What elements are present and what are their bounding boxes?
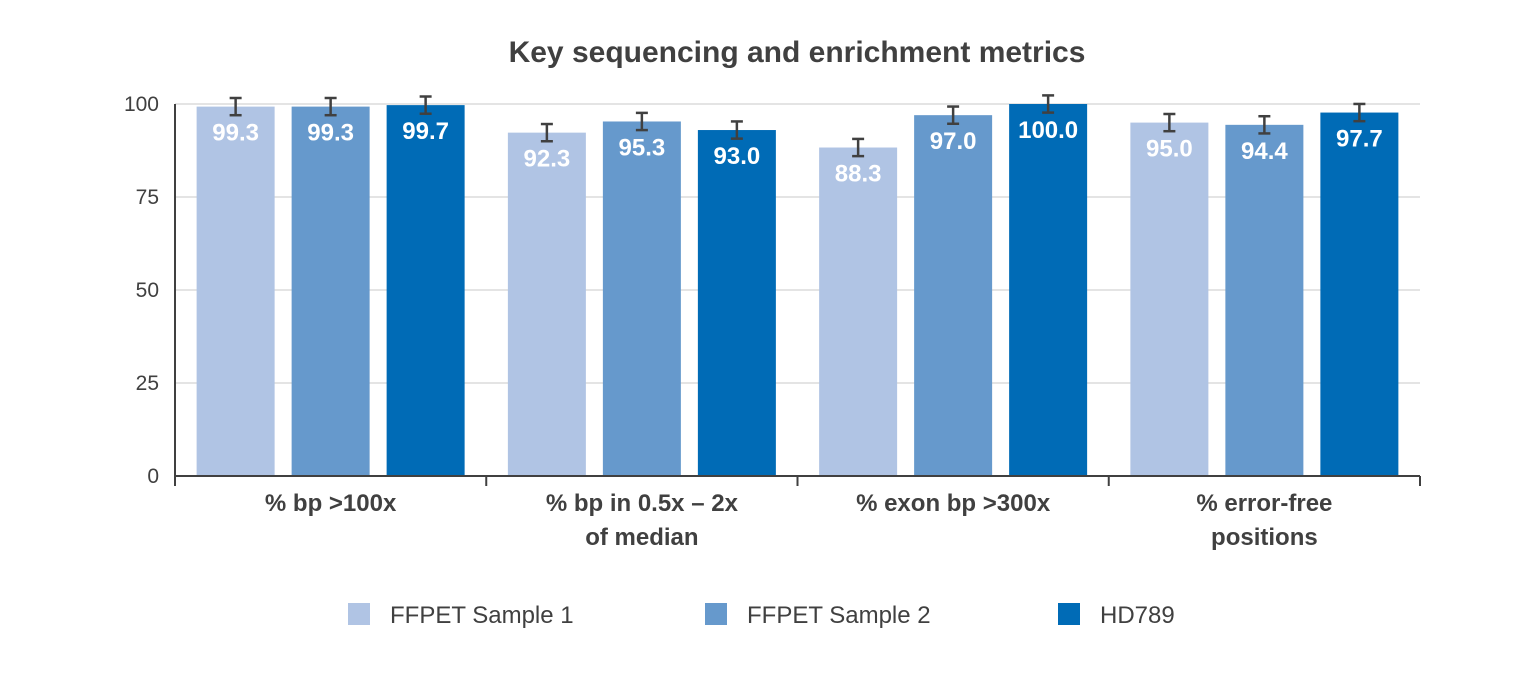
y-tick-label: 100 [124, 93, 159, 116]
gridlines [175, 103, 1420, 384]
y-tick-label: 75 [136, 186, 159, 209]
error-bar [324, 96, 337, 117]
data-label: 99.7 [402, 118, 449, 145]
y-tick-label: 25 [136, 372, 159, 395]
legend-swatch [1058, 603, 1080, 625]
data-label: 88.3 [835, 161, 882, 188]
x-tick-label: % bp >100x [265, 490, 397, 517]
error-bar [1163, 112, 1176, 133]
bar [602, 121, 681, 476]
error-bar [730, 120, 743, 140]
x-tick-label: % bp in 0.5x – 2x [546, 490, 739, 517]
data-label: 92.3 [524, 146, 571, 173]
legend-label: FFPET Sample 2 [747, 602, 931, 629]
bar [819, 147, 898, 477]
legend-swatch [348, 603, 370, 625]
bar [1320, 112, 1399, 476]
error-bar [540, 122, 553, 143]
data-label: 94.4 [1241, 138, 1288, 165]
error-bar [947, 105, 960, 126]
bar [1130, 122, 1209, 476]
legend-label: FFPET Sample 1 [390, 602, 574, 629]
data-label: 100.0 [1018, 117, 1078, 144]
bar [1009, 104, 1088, 476]
error-bar [229, 96, 242, 117]
legend-item: FFPET Sample 1 [348, 602, 574, 629]
y-tick-label: 0 [147, 465, 159, 488]
legend-label: HD789 [1100, 602, 1175, 629]
data-label: 99.3 [212, 120, 259, 147]
bar [386, 105, 465, 476]
data-label: 97.0 [930, 128, 977, 155]
data-label: 95.3 [619, 134, 666, 161]
bar [1225, 124, 1304, 476]
error-bar [1042, 94, 1055, 114]
error-bar [1258, 114, 1271, 135]
data-label: 95.0 [1146, 136, 1193, 163]
legend-item: HD789 [1058, 602, 1175, 629]
x-tick-label: positions [1211, 524, 1318, 551]
bar [507, 132, 586, 477]
data-label: 99.3 [307, 120, 354, 147]
x-tick-label: % error-free [1196, 490, 1332, 517]
chart-title: Key sequencing and enrichment metrics [509, 36, 1086, 69]
bar [697, 130, 776, 477]
bar [196, 106, 275, 476]
axes: 0 25 50 75 100 % bp >100x % bp in 0.5x – 2x of … [124, 93, 1421, 551]
x-tick-label: of median [585, 524, 698, 551]
bars: 99.3 99.3 99.7 92.3 95.3 93.0 88.3 97.0 100.0 95.… [196, 94, 1399, 477]
legend-item: FFPET Sample 2 [705, 602, 931, 629]
data-label: 97.7 [1336, 126, 1383, 153]
bar [291, 106, 370, 476]
y-tick-label: 50 [136, 279, 159, 302]
x-tick-label: % exon bp >300x [856, 490, 1051, 517]
error-bar [1353, 102, 1366, 123]
data-label: 93.0 [714, 143, 761, 170]
bar [914, 115, 993, 476]
legend: FFPET Sample 1 FFPET Sample 2 HD789 [348, 602, 1175, 629]
error-bar [852, 137, 865, 158]
legend-swatch [705, 603, 727, 625]
error-bar [419, 95, 432, 115]
error-bar [635, 111, 648, 132]
